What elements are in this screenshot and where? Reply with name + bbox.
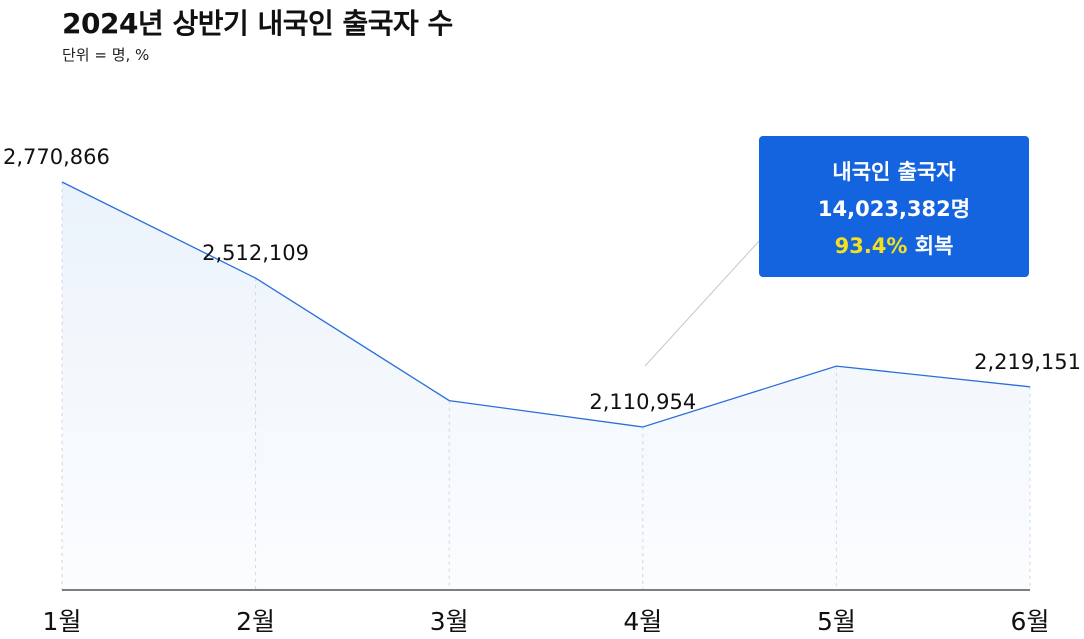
x-tick-label-6: 6월 xyxy=(1011,607,1050,636)
callout-line1: 내국인 출국자 xyxy=(832,160,956,184)
callout-line3: 93.4% 회복 xyxy=(759,228,1029,265)
unit-note: 단위 = 명, % xyxy=(62,46,150,64)
x-tick-label-1: 1월 xyxy=(43,607,82,636)
series-line xyxy=(61,181,1031,428)
x-tick-label-4: 4월 xyxy=(623,607,662,636)
value-label-2: 2,512,109 xyxy=(202,241,309,265)
x-tick-labels: 1월 2월 3월 4월 5월 6월 xyxy=(43,607,1050,636)
drop-lines xyxy=(61,182,1031,590)
callout-line2: 14,023,382명 xyxy=(817,197,971,221)
chart-title: 2024년 상반기 내국인 출국자 수 xyxy=(62,7,453,40)
callout-leader-line xyxy=(644,239,761,367)
value-label-4: 2,110,954 xyxy=(589,390,696,414)
area-fill xyxy=(62,182,1030,590)
value-label-6: 2,219,151 xyxy=(974,350,1081,374)
value-label-1: 2,770,866 xyxy=(3,145,110,169)
callout-suffix: 회복 xyxy=(907,234,954,258)
value-labels: 2,770,866 2,512,109 2,110,954 2,219,151 xyxy=(3,145,1081,414)
callout-box: 내국인 출국자 14,023,382명 93.4% 회복 xyxy=(759,136,1029,277)
callout-highlight: 93.4% xyxy=(834,234,908,258)
x-tick-label-2: 2월 xyxy=(236,607,275,636)
x-tick-label-5: 5월 xyxy=(817,607,856,636)
x-tick-label-3: 3월 xyxy=(430,607,469,636)
